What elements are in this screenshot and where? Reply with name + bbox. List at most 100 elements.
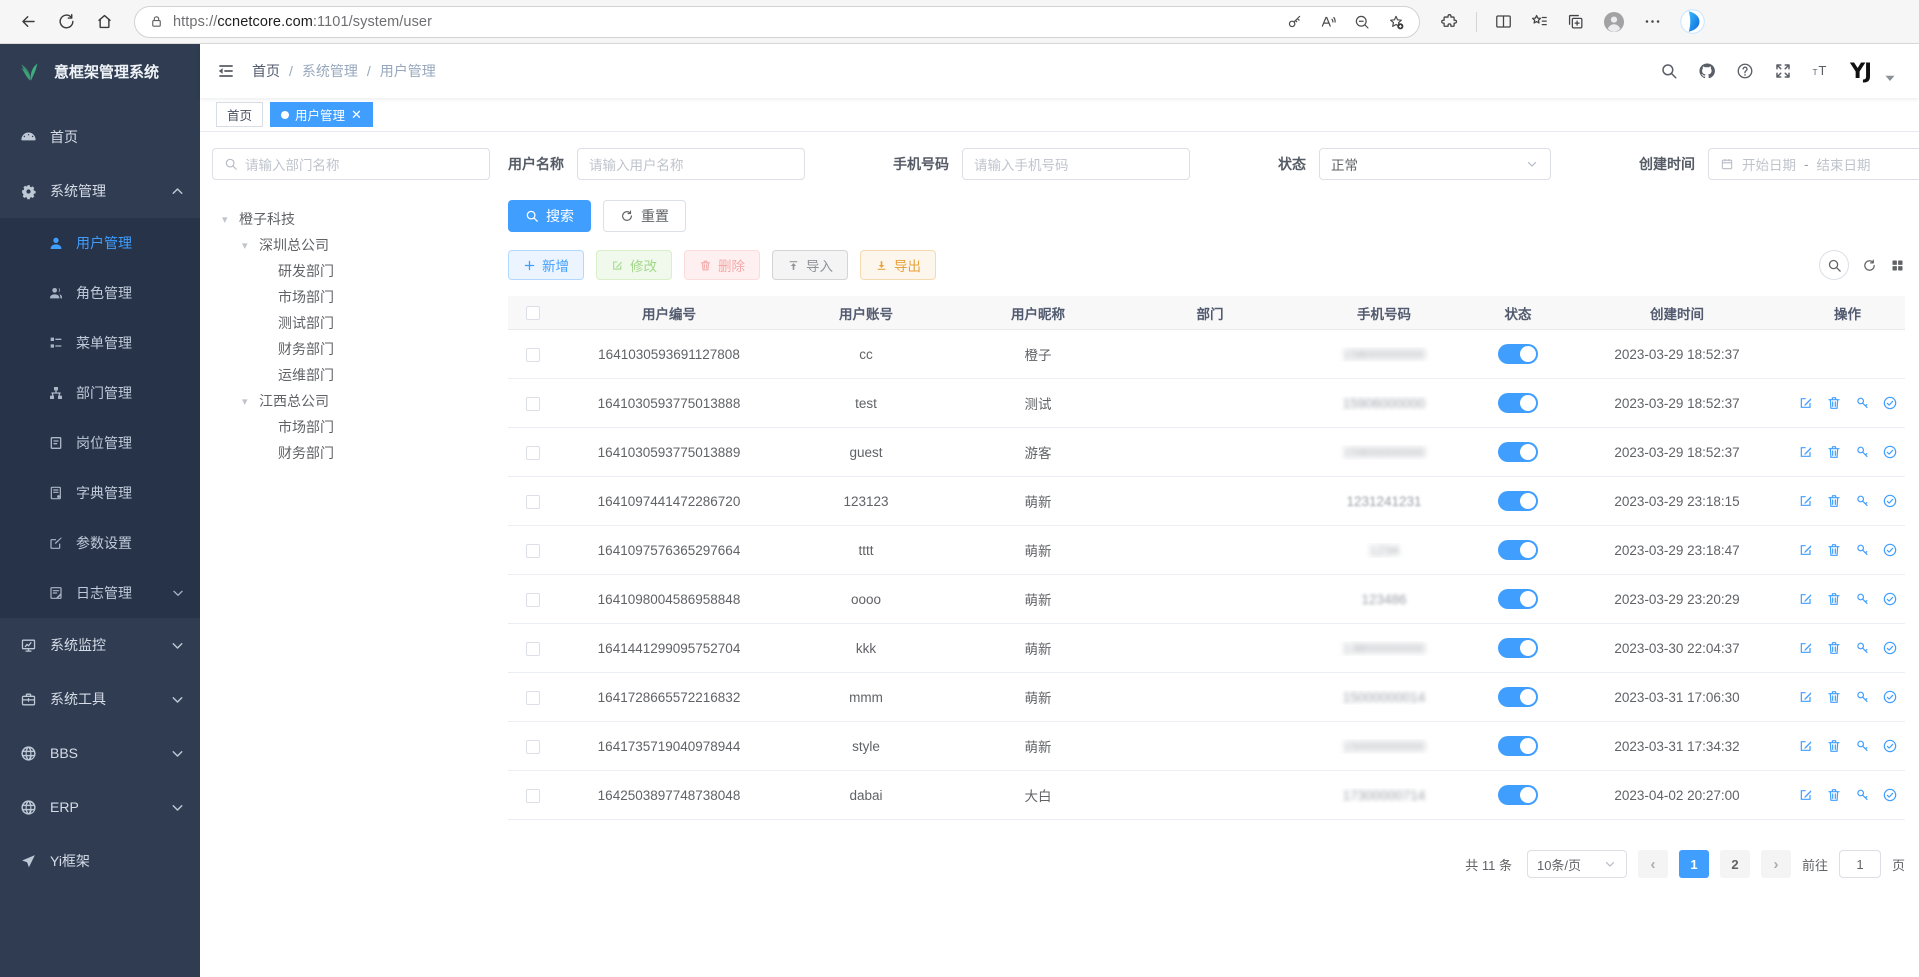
reset-password-icon[interactable] (1854, 738, 1870, 754)
page-button-1[interactable]: 1 (1678, 850, 1709, 878)
status-toggle[interactable] (1498, 638, 1538, 658)
sidebar-item-系统工具[interactable]: 系统工具 (0, 672, 200, 726)
date-range-picker[interactable]: 开始日期 - 结束日期 (1708, 148, 1919, 180)
status-toggle[interactable] (1498, 687, 1538, 707)
check-circle-icon[interactable] (1882, 689, 1898, 705)
sidebar-item-日志管理[interactable]: 日志管理 (0, 568, 200, 618)
tab-user-management[interactable]: 用户管理 ✕ (270, 102, 373, 127)
reset-button[interactable]: 重置 (603, 200, 686, 232)
tree-node[interactable]: ▾ 深圳总公司 (242, 237, 329, 253)
delete-button[interactable]: 删除 (684, 250, 760, 280)
row-checkbox[interactable] (526, 396, 540, 411)
delete-icon[interactable] (1826, 738, 1842, 754)
breadcrumb-home[interactable]: 首页 (252, 63, 280, 79)
tab-home[interactable]: 首页 (216, 102, 264, 127)
sidebar-item-首页[interactable]: 首页 (0, 110, 200, 164)
edit-icon[interactable] (1798, 444, 1814, 460)
row-checkbox[interactable] (526, 543, 540, 558)
check-circle-icon[interactable] (1882, 395, 1898, 411)
edit-button[interactable]: 修改 (596, 250, 672, 280)
zoom-out-icon[interactable] (1353, 13, 1371, 31)
row-checkbox[interactable] (526, 347, 540, 362)
refresh-button[interactable] (50, 6, 82, 38)
refresh-icon[interactable] (1862, 258, 1877, 273)
add-button[interactable]: 新增 (508, 250, 584, 280)
reset-password-icon[interactable] (1854, 542, 1870, 558)
check-circle-icon[interactable] (1882, 542, 1898, 558)
sidebar-item-岗位管理[interactable]: 岗位管理 (0, 418, 200, 468)
edit-icon[interactable] (1798, 738, 1814, 754)
edit-icon[interactable] (1798, 395, 1814, 411)
goto-page-input[interactable]: 1 (1838, 850, 1881, 878)
tree-node[interactable]: 市场部门 (278, 419, 334, 435)
sidebar-item-Yi框架[interactable]: Yi框架 (0, 834, 200, 888)
reset-password-icon[interactable] (1854, 444, 1870, 460)
home-button[interactable] (88, 6, 120, 38)
delete-icon[interactable] (1826, 395, 1842, 411)
delete-icon[interactable] (1826, 689, 1842, 705)
tree-node[interactable]: 市场部门 (278, 289, 334, 305)
lock-icon[interactable] (149, 14, 164, 29)
sidebar-item-菜单管理[interactable]: 菜单管理 (0, 318, 200, 368)
more-menu-icon[interactable] (1643, 12, 1662, 31)
dept-search-input[interactable]: 请输入部门名称 (212, 148, 490, 180)
sidebar-item-部门管理[interactable]: 部门管理 (0, 368, 200, 418)
sidebar-item-系统管理[interactable]: 系统管理 (0, 164, 200, 218)
phone-input[interactable]: 请输入手机号码 (962, 148, 1190, 180)
tree-node[interactable]: ▾ 江西总公司 (242, 393, 329, 409)
delete-icon[interactable] (1826, 493, 1842, 509)
row-checkbox[interactable] (526, 641, 540, 656)
check-circle-icon[interactable] (1882, 591, 1898, 607)
edit-icon[interactable] (1798, 689, 1814, 705)
row-checkbox[interactable] (526, 690, 540, 705)
profile-avatar[interactable] (1602, 10, 1626, 34)
sidebar-item-字典管理[interactable]: 字典管理 (0, 468, 200, 518)
check-circle-icon[interactable] (1882, 640, 1898, 656)
page-button-2[interactable]: 2 (1719, 850, 1750, 878)
grid-icon[interactable] (1890, 258, 1905, 273)
search-icon[interactable] (1660, 62, 1678, 80)
row-checkbox[interactable] (526, 592, 540, 607)
export-button[interactable]: 导出 (860, 250, 936, 280)
edit-icon[interactable] (1798, 493, 1814, 509)
check-circle-icon[interactable] (1882, 444, 1898, 460)
check-circle-icon[interactable] (1882, 738, 1898, 754)
status-select[interactable]: 正常 (1319, 148, 1551, 180)
toggle-search-button[interactable] (1819, 250, 1849, 280)
collections-icon[interactable] (1566, 12, 1585, 31)
help-icon[interactable] (1736, 62, 1754, 80)
copilot-icon[interactable] (1679, 8, 1706, 35)
status-toggle[interactable] (1498, 491, 1538, 511)
address-bar[interactable]: https://ccnetcore.com:1101/system/user (134, 5, 1420, 38)
key-icon[interactable] (1285, 13, 1303, 31)
edit-icon[interactable] (1798, 640, 1814, 656)
page-size-select[interactable]: 10条/页 (1526, 850, 1627, 878)
caret-down-icon[interactable]: ▾ (242, 395, 248, 408)
reset-password-icon[interactable] (1854, 689, 1870, 705)
delete-icon[interactable] (1826, 542, 1842, 558)
delete-icon[interactable] (1826, 787, 1842, 803)
fullscreen-icon[interactable] (1774, 62, 1792, 80)
tree-node[interactable]: 财务部门 (278, 341, 334, 357)
status-toggle[interactable] (1498, 736, 1538, 756)
tree-node[interactable]: ▾ 橙子科技 (222, 211, 295, 227)
favorite-add-icon[interactable] (1387, 13, 1405, 31)
user-logo[interactable]: YJ (1849, 59, 1872, 83)
tree-node[interactable]: 研发部门 (278, 263, 334, 279)
delete-icon[interactable] (1826, 591, 1842, 607)
tree-node[interactable]: 财务部门 (278, 445, 334, 461)
row-checkbox[interactable] (526, 739, 540, 754)
prev-page-button[interactable]: ‹ (1637, 850, 1668, 878)
status-toggle[interactable] (1498, 344, 1538, 364)
github-icon[interactable] (1698, 62, 1716, 80)
caret-down-icon[interactable]: ▾ (222, 213, 228, 226)
chevron-down-icon[interactable] (1881, 69, 1899, 87)
status-toggle[interactable] (1498, 540, 1538, 560)
sidebar-item-用户管理[interactable]: 用户管理 (0, 218, 200, 268)
close-icon[interactable]: ✕ (351, 107, 362, 122)
edit-icon[interactable] (1798, 787, 1814, 803)
reset-password-icon[interactable] (1854, 787, 1870, 803)
favorites-icon[interactable] (1530, 12, 1549, 31)
sidebar-item-ERP[interactable]: ERP (0, 780, 200, 834)
row-checkbox[interactable] (526, 494, 540, 509)
